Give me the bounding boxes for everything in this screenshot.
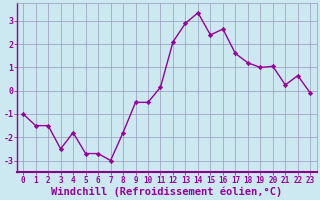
X-axis label: Windchill (Refroidissement éolien,°C): Windchill (Refroidissement éolien,°C) xyxy=(51,186,282,197)
